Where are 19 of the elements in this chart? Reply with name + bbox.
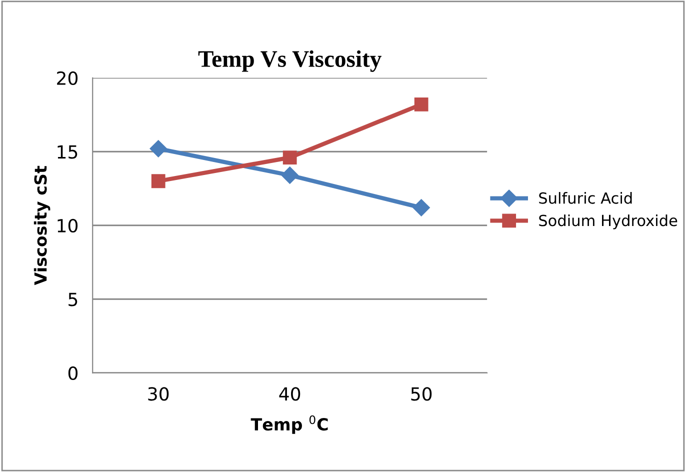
x-tick-label: 40 <box>279 387 300 401</box>
x-tick-label: 30 <box>148 387 169 401</box>
y-tick-label: 20 <box>57 71 78 85</box>
y-tick-label: 5 <box>68 292 78 306</box>
point <box>281 166 298 184</box>
y-axis-title: Viscosity cSt <box>34 166 50 286</box>
point <box>150 140 167 158</box>
y-tick-label: 10 <box>58 218 78 232</box>
x-tick-label: 50 <box>411 387 432 401</box>
point <box>414 97 428 112</box>
point <box>151 174 166 188</box>
point <box>282 150 297 164</box>
x-axis-title: Temp $^{0}$C <box>250 415 328 434</box>
legend-label: Sodium Hydroxide <box>539 214 678 230</box>
y-tick-label: 0 <box>68 366 78 380</box>
chart-title: Temp Vs Viscosity <box>198 50 382 72</box>
point <box>412 199 430 216</box>
legend-label: Sulfuric Acid <box>539 192 632 204</box>
y-tick-label: 15 <box>58 145 78 159</box>
